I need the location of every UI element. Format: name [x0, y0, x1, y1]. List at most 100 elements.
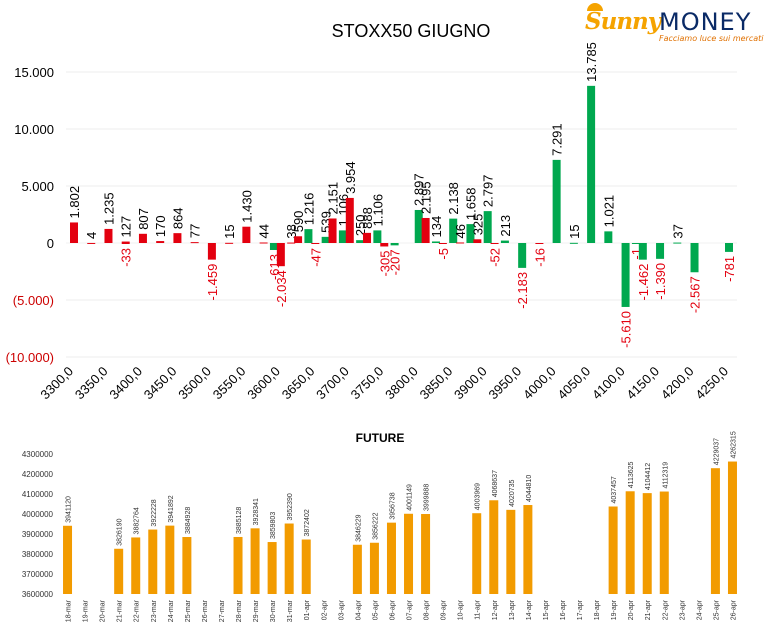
y-tick-label: 5.000: [21, 179, 54, 194]
future-data-label: 4113625: [628, 461, 635, 488]
data-label: 213: [498, 215, 513, 237]
future-bar: [165, 525, 175, 594]
data-label: -16: [532, 248, 547, 267]
future-bar: [301, 539, 311, 594]
future-x-tick-label: 28-mar: [236, 599, 243, 622]
future-y-tick-label: 3600000: [22, 590, 54, 599]
future-data-label: 4020735: [509, 479, 516, 506]
future-bar: [267, 542, 277, 594]
future-x-tick-label: 26-mar: [202, 599, 209, 622]
future-data-label: 3941892: [168, 495, 175, 522]
future-bar: [233, 536, 243, 594]
future-x-tick-label: 17-apr: [577, 599, 584, 620]
future-y-tick-label: 4100000: [22, 490, 54, 499]
future-bar: [489, 500, 499, 594]
data-label: 15: [567, 224, 582, 238]
bar: [518, 243, 527, 268]
bar: [673, 242, 682, 244]
data-label: 864: [170, 207, 185, 229]
future-x-tick-label: 05-apr: [372, 599, 379, 620]
future-bar: [523, 505, 533, 594]
bar: [138, 233, 147, 243]
x-tick-label: 4000,0: [520, 364, 559, 403]
data-label: -33: [119, 248, 134, 267]
future-data-label: 4068637: [492, 470, 499, 497]
bar: [190, 242, 199, 244]
future-x-tick-label: 07-apr: [407, 599, 414, 620]
future-x-tick-label: 24-mar: [168, 599, 175, 622]
future-y-tick-label: 4300000: [22, 450, 54, 459]
future-bar: [608, 506, 618, 594]
future-data-label: 4104412: [645, 463, 652, 490]
data-label: 1.430: [239, 190, 254, 223]
future-data-label: 3826190: [117, 518, 124, 545]
data-label: -1.390: [653, 263, 668, 300]
future-x-tick-label: 16-apr: [560, 599, 567, 620]
future-x-tick-label: 13-apr: [509, 599, 516, 620]
data-label: 127: [119, 216, 134, 238]
x-tick-label: 3650,0: [279, 364, 318, 403]
x-tick-label: 3550,0: [210, 364, 249, 403]
future-bar: [472, 513, 482, 594]
future-bar: [369, 542, 379, 594]
future-x-tick-label: 31-mar: [287, 599, 294, 622]
future-bar: [625, 491, 635, 594]
bar: [173, 233, 182, 243]
future-x-tick-label: 18-apr: [594, 599, 601, 620]
stoxx50-open-interest-chart: STOXX50 GIUGNO (10.000) (5.000) 0 5.000 10.00…: [6, 21, 737, 403]
bar: [631, 243, 640, 244]
data-label: -52: [488, 248, 503, 267]
data-label: 13.785: [584, 42, 599, 82]
future-bar: [421, 514, 431, 594]
x-tick-label: 3400,0: [106, 364, 145, 403]
future-data-label: 3872402: [304, 509, 311, 536]
chart-title: STOXX50 GIUGNO: [332, 21, 491, 41]
future-x-tick-label: 18-mar: [66, 599, 73, 622]
bar: [490, 243, 499, 244]
logo-slogan: Facciamo luce sui mercati: [659, 34, 764, 43]
future-data-label: 3846229: [355, 514, 362, 541]
future-x-tick-label: 21-mar: [117, 599, 124, 622]
data-label: 1.802: [67, 186, 82, 219]
future-x-tick-label: 22-mar: [134, 599, 141, 622]
future-data-label: 4001149: [407, 484, 414, 511]
future-bar: [642, 493, 652, 594]
future-x-tick-label: 01-apr: [304, 599, 311, 620]
future-x-tick-label: 26-apr: [730, 599, 737, 620]
future-bar: [386, 522, 396, 594]
future-x-tick-label: 04-apr: [355, 599, 362, 620]
data-label: 2.151: [326, 182, 341, 215]
x-tick-label: 3600,0: [244, 364, 283, 403]
future-x-tick-label: 24-apr: [696, 599, 703, 620]
future-x-tick-label: 20-mar: [100, 599, 107, 622]
future-bar: [250, 528, 260, 594]
bar: [121, 241, 130, 243]
sunny-money-logo: Sunny MONEY Facciamo luce sui mercati: [585, 3, 765, 46]
future-y-tick-label: 4000000: [22, 510, 54, 519]
bar: [456, 242, 465, 244]
data-label: 2.138: [446, 182, 461, 215]
x-tick-label: 4150,0: [623, 364, 662, 403]
future-x-tick-label: 21-apr: [645, 599, 652, 620]
data-label: -2.183: [515, 272, 530, 309]
data-label: -305: [377, 250, 392, 276]
data-label: 888: [360, 207, 375, 229]
future-data-label: 3856222: [372, 512, 379, 539]
future-data-label: 4037457: [611, 476, 618, 503]
bar: [328, 218, 337, 243]
bar: [656, 243, 665, 259]
bar: [321, 236, 330, 243]
future-bar: [710, 468, 720, 594]
future-data-label: 4262315: [730, 431, 737, 458]
future-title: FUTURE: [356, 431, 405, 445]
data-label: 170: [153, 215, 168, 237]
data-label: 37: [670, 224, 685, 238]
future-data-label: 4003969: [475, 483, 482, 510]
bar: [449, 218, 458, 243]
bar: [500, 240, 509, 243]
future-bar: [114, 548, 124, 594]
future-data-label: 3956738: [389, 492, 396, 519]
data-label: 15: [222, 224, 237, 238]
data-label: 250: [353, 214, 368, 236]
bar: [380, 243, 389, 247]
